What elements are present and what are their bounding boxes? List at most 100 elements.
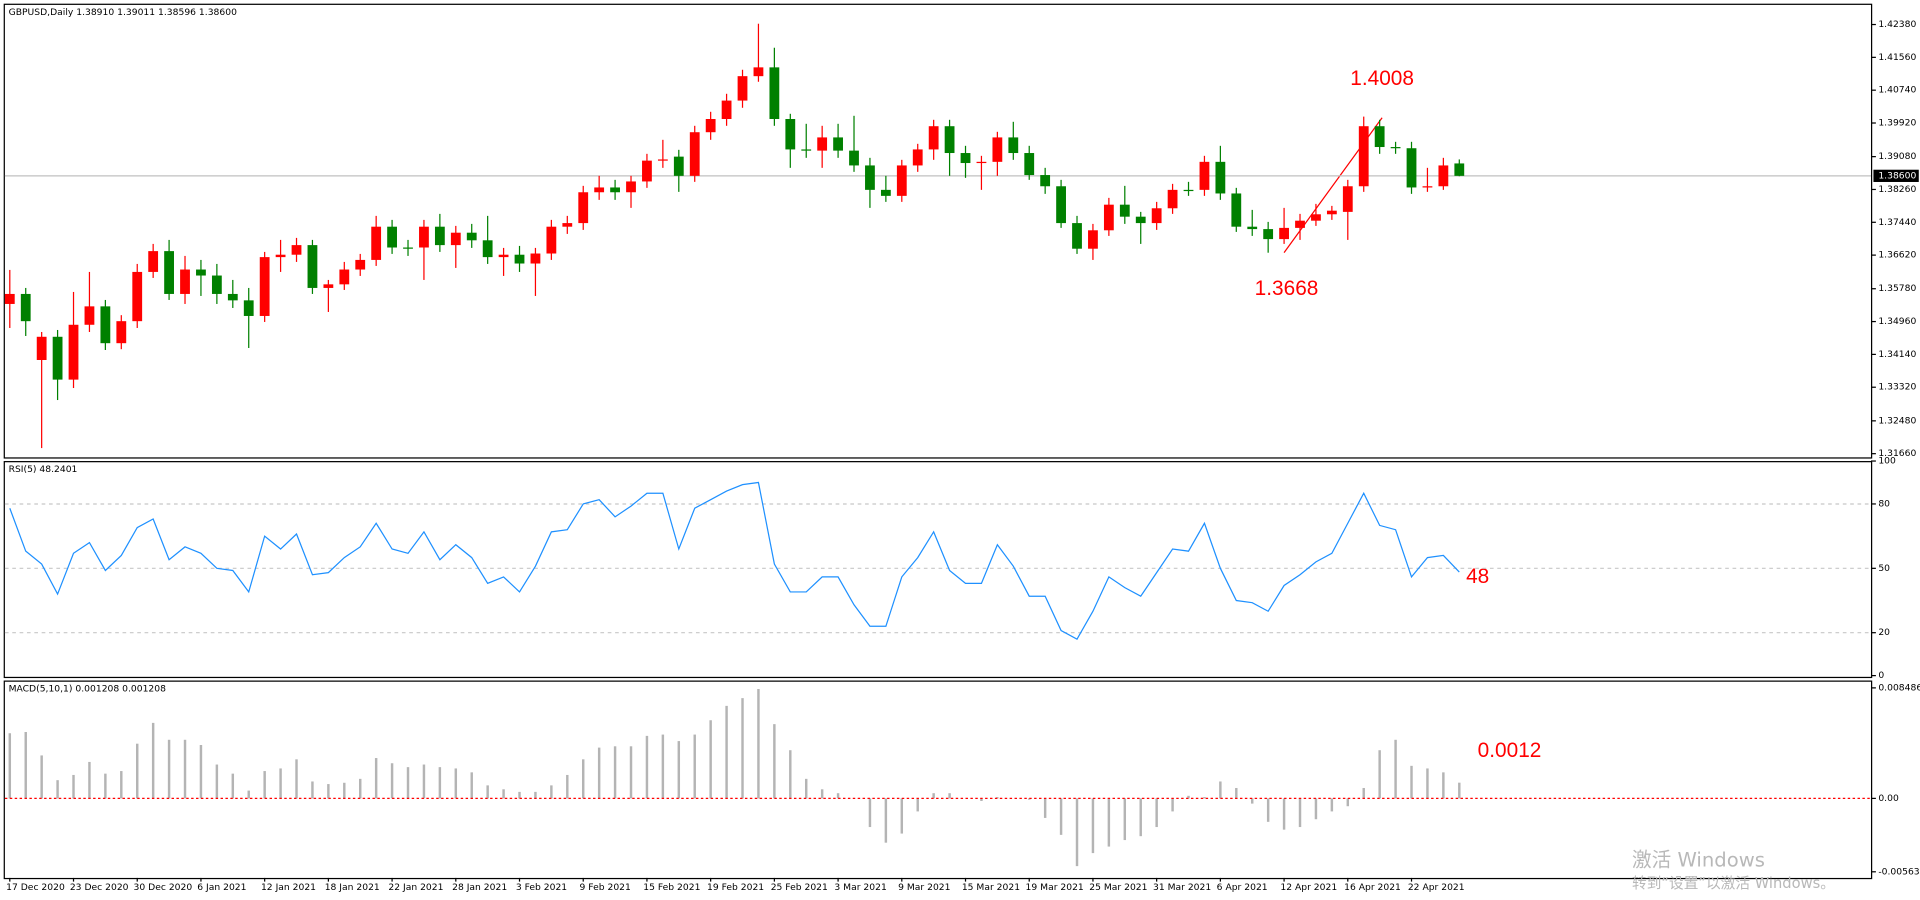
candle-body [1183,189,1194,192]
rsi-title: RSI(5) 48.2401 [9,464,78,475]
candle-body [20,293,31,322]
y-tick-label: 1.38260 [1878,184,1916,195]
candle-body [339,269,350,285]
y-tick-label: 0.008486 [1878,682,1920,693]
x-tick-label: 30 Dec 2020 [134,882,193,893]
candle-body [68,324,79,380]
candle-body [610,187,620,193]
candle-body [960,153,971,164]
candle-body [419,226,429,248]
candle-body [514,254,525,264]
candle-body [928,126,939,150]
candle-body [1008,137,1019,154]
macd-title: MACD(5,10,1) 0.001208 0.001208 [9,684,167,695]
current-price-label: 1.38600 [1878,170,1916,181]
candle-body [1072,223,1082,249]
candle-body [1342,186,1353,212]
candle-body [1326,210,1337,215]
candle-body [865,165,875,190]
candle-body [498,254,509,258]
y-tick-label: 0 [1878,670,1884,681]
candle-body [1358,126,1369,187]
candle-body [801,149,812,151]
candle-body [1167,189,1178,209]
candle-body [1279,227,1289,240]
candle-body [1247,226,1258,230]
x-tick-label: 15 Mar 2021 [962,882,1020,893]
candle-body [1056,186,1066,224]
y-tick-label: 1.41560 [1878,52,1916,63]
current-price-box [1873,169,1919,182]
candle-body [371,226,382,260]
candle-body [657,159,668,161]
candle-body [1390,147,1401,149]
candle-body [1422,186,1433,188]
candle-body [116,321,127,344]
candle-body [1199,161,1210,190]
x-tick-label: 3 Mar 2021 [834,882,886,893]
x-tick-label: 28 Jan 2021 [452,882,507,893]
candle-body [275,254,286,258]
candle-body [1438,165,1449,187]
candle-body [323,284,334,288]
x-tick-label: 9 Mar 2021 [898,882,950,893]
low-annotation: 1.3668 [1255,277,1319,300]
watermark-subtitle: 转到“设置”以激活 Windows。 [1632,875,1835,892]
x-tick-label: 19 Feb 2021 [707,882,764,893]
candle-body [817,137,828,151]
candle-body [482,240,493,258]
candle-body [1119,204,1130,217]
y-tick-label: 1.31660 [1878,448,1916,459]
x-tick-label: 18 Jan 2021 [325,882,380,893]
candle-body [1311,214,1321,221]
candle-body [849,150,859,166]
candle-body [880,189,891,196]
x-tick-label: 15 Feb 2021 [643,882,700,893]
candle-body [1135,216,1146,224]
candle-body [4,293,15,304]
candle-body [243,300,254,316]
y-tick-label: 1.39920 [1878,118,1916,129]
candle-body [132,271,143,322]
candle-body [785,119,796,150]
candle-body [912,149,923,166]
candle-body [466,232,477,241]
candle-body [434,226,445,246]
y-tick-label: 0.00 [1878,793,1899,804]
candle-body [1406,148,1417,188]
candle-body [626,181,636,193]
rsi-panel [3,461,1873,679]
candle-body [769,67,780,120]
y-tick-label: 20 [1878,627,1890,638]
candle-body [180,269,190,294]
rsi-annotation: 48 [1466,565,1489,588]
x-tick-label: 31 Mar 2021 [1153,882,1211,893]
y-tick-label: 100 [1878,456,1896,467]
x-tick-label: 12 Apr 2021 [1280,882,1337,893]
candle-body [594,187,605,193]
y-tick-label: 1.33320 [1878,382,1916,393]
candle-body [450,232,461,246]
candle-body [642,160,652,182]
candle-body [1263,229,1274,240]
candle-body [1024,153,1035,176]
x-tick-label: 16 Apr 2021 [1344,882,1401,893]
candle-body [387,226,397,248]
x-tick-label: 22 Apr 2021 [1408,882,1465,893]
y-tick-label: 1.34960 [1878,316,1916,327]
y-tick-label: 80 [1878,498,1890,509]
x-tick-label: 12 Jan 2021 [261,882,316,893]
y-tick-label: 1.34140 [1878,349,1916,360]
candle-body [1374,126,1385,148]
candle-body [1454,163,1465,176]
candle-body [578,192,589,224]
x-tick-label: 22 Jan 2021 [388,882,443,893]
watermark-title: 激活 Windows [1632,848,1765,871]
candle-body [164,251,174,294]
candle-body [1295,220,1305,228]
candle-body [291,245,302,255]
candle-body [148,251,159,272]
x-tick-label: 19 Mar 2021 [1026,882,1084,893]
y-tick-label: 1.36620 [1878,250,1916,261]
y-tick-label: 1.42380 [1878,19,1916,30]
